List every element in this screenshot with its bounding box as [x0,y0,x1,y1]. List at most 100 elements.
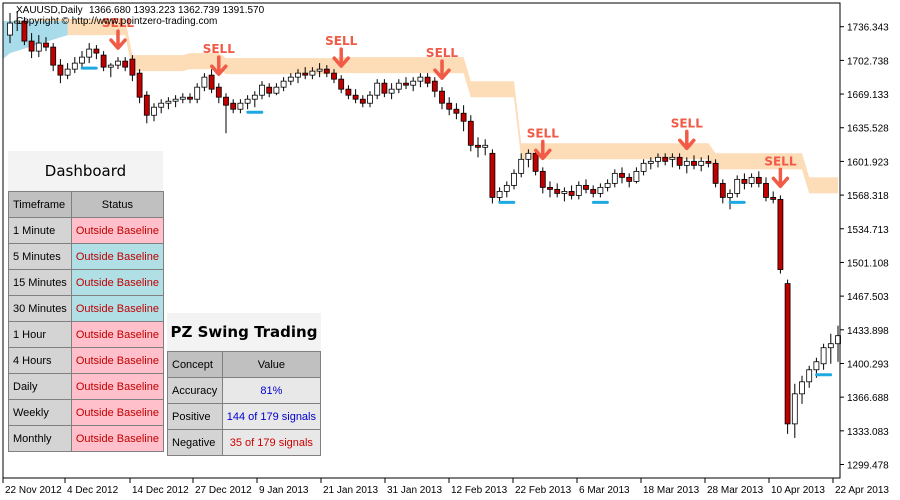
candle [79,51,85,70]
candle-body [14,20,21,24]
candle-body [784,283,791,425]
candle [115,57,121,70]
candle-body [583,184,589,190]
candle [302,67,309,80]
candle-body [777,199,784,270]
candle [395,79,402,94]
candle-body [331,72,337,80]
x-tick-label: 22 Nov 2012 [5,485,62,496]
sell-arrow-head-icon [332,56,350,68]
candle-body [64,68,71,76]
candle [662,153,669,166]
candle [151,103,157,122]
candle [338,75,345,94]
y-tick-label: 1601.923 [847,157,889,168]
table-row: Accuracy 81% [167,377,322,404]
table-row: Daily Outside Baseline [8,373,164,400]
candle-body [345,88,352,96]
sell-arrow-head-icon [433,68,451,80]
candle-body [525,152,532,160]
candle [691,155,697,170]
candle-body [194,86,201,100]
x-tick-label: 22 Apr 2013 [835,485,889,496]
y-tick-label: 1568.318 [847,191,889,202]
status-cell: Outside Baseline [70,373,164,400]
candle [43,37,49,52]
candle [575,181,582,200]
candle [712,159,719,188]
candle [345,85,352,100]
candle-body [683,160,690,166]
symbol-info: XAUUSD,Daily [16,5,83,16]
status-cell: Outside Baseline [70,269,164,296]
candle-body [187,96,193,100]
table-row: 30 Minutes Outside Baseline [8,295,164,322]
timeframe-cell: 5 Minutes [8,243,72,270]
candle [71,57,78,74]
candle [122,57,129,72]
candles [7,11,841,438]
candle-body [107,64,114,68]
candle-body [143,94,150,116]
candle [259,81,265,100]
candle-body [539,170,546,188]
y-tick-label: 1702.738 [847,56,889,67]
x-tick-label: 31 Jan 2013 [387,485,442,496]
candle [374,79,381,100]
table-row: Positive 144 of 179 signals [167,403,322,430]
candle [460,105,467,132]
candle [446,97,453,116]
candle [727,189,733,210]
candle [568,185,575,200]
candle [244,95,251,110]
candle [820,343,827,370]
candle-body [475,144,481,148]
x-tick-label: 9 Jan 2013 [259,485,309,496]
candle [129,55,136,82]
candle-body [554,188,561,194]
sell-label: SELL [102,16,134,30]
candle-body [165,100,172,104]
candle-body [446,102,453,110]
x-tick-label: 4 Dec 2012 [67,485,119,496]
x-tick-label: 27 Dec 2012 [195,485,252,496]
sell-arrow-head-icon [771,176,790,189]
candle-body [662,156,669,162]
candle [287,73,294,86]
status-cell: Outside Baseline [70,217,164,244]
candle [669,153,676,168]
candle-body [295,72,301,78]
candle-body [460,112,467,122]
sell-label: SELL [764,154,796,168]
candle [597,183,604,198]
y-tick-label: 1400.293 [847,359,889,370]
dashboard-panel: Dashboard Timeframe Status 1 Minute Outs… [8,151,164,460]
candle [633,167,640,184]
sell-label: SELL [426,46,458,60]
candle-body [338,78,345,90]
candle-body [280,80,287,88]
candle [698,157,705,172]
candle-body [467,120,474,146]
candle [489,149,496,204]
timeframe-cell: 1 Minute [8,217,72,244]
candle [532,151,539,176]
candle [165,97,172,110]
candle-body [57,64,64,76]
candle-body [604,182,611,188]
time-axis: 22 Nov 2012 4 Dec 2012 14 Dec 2012 27 Dec 2… [2,478,889,496]
candle [201,73,208,92]
candle [799,375,805,404]
candle [352,89,359,104]
candle [611,169,618,188]
stats-panel: PZ Swing Trading Concept Value Accuracy … [167,313,322,460]
candle [511,169,517,190]
sell-signal: SELL [671,116,703,151]
candle [683,157,690,174]
candle-body [71,62,78,70]
candle-body [215,86,222,98]
candle-body [712,162,719,184]
dashboard-header-row: Timeframe Status [8,191,164,218]
candle [100,51,107,72]
